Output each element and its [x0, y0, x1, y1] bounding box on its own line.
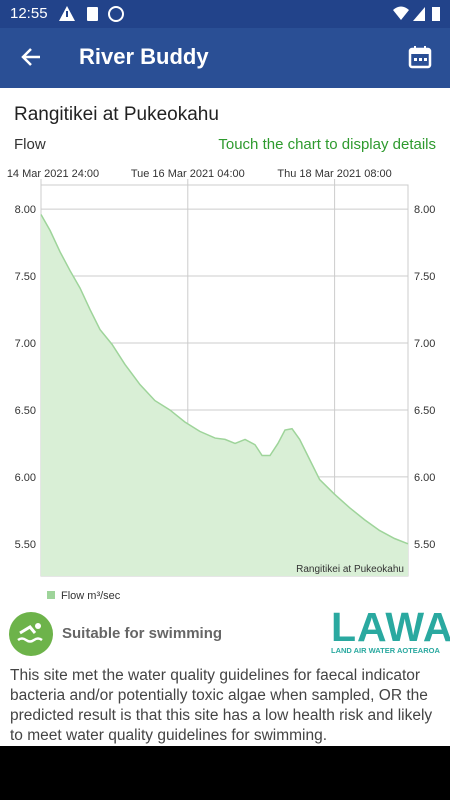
y-tick-label: 7.50: [15, 271, 36, 283]
status-right-icons: [393, 6, 440, 21]
app-bar: River Buddy: [0, 28, 450, 88]
logo-name: LAWA: [331, 604, 450, 650]
chart-hint: Touch the chart to display details: [218, 136, 436, 153]
status-bar: 12:55: [0, 0, 450, 28]
y2-tick-label: 7.50: [414, 271, 435, 283]
y-tick-label: 6.00: [15, 472, 36, 484]
site-name: Rangitikei at Pukeokahu: [14, 104, 219, 125]
measure-label: Flow: [14, 136, 46, 153]
y2-tick-label: 8.00: [414, 204, 435, 216]
legend-label: Flow m³/sec: [61, 590, 121, 602]
x-tick-label: Thu 18 Mar 2021 08:00: [277, 168, 391, 180]
chart[interactable]: 5.50 6.00 6.50 7.00 7.50 8.00 5.50 6.00 6.50 7.00…: [0, 160, 450, 610]
y-tick-label: 8.00: [15, 204, 36, 216]
back-button[interactable]: [20, 46, 42, 68]
y-tick-label: 5.50: [15, 539, 36, 551]
y2-tick-label: 7.00: [414, 338, 435, 350]
status-time: 12:55: [10, 5, 48, 22]
area-fill: [41, 214, 408, 576]
navigation-bar: [0, 746, 450, 800]
x-tick-label: 14 Mar 2021 24:00: [7, 168, 99, 180]
y2-tick-label: 6.50: [414, 405, 435, 417]
legend-swatch: [47, 591, 55, 599]
chart-annotation: Rangitikei at Pukeokahu: [296, 564, 404, 575]
logo-tagline: LAND AIR WATER AOTEAROA: [331, 646, 440, 655]
status-icons: [59, 6, 124, 22]
swimming-status: Suitable for swimming: [62, 625, 223, 642]
y2-tick-label: 6.00: [414, 472, 435, 484]
x-tick-label: Tue 16 Mar 2021 04:00: [131, 168, 245, 180]
description: This site met the water quality guidelin…: [10, 667, 433, 744]
swimming-icon: [9, 612, 53, 656]
app-title: River Buddy: [79, 44, 209, 69]
area-line: [40, 214, 409, 545]
y-tick-label: 6.50: [15, 405, 36, 417]
y2-tick-label: 5.50: [414, 539, 435, 551]
y-tick-label: 7.00: [15, 338, 36, 350]
calendar-button[interactable]: [408, 45, 432, 69]
